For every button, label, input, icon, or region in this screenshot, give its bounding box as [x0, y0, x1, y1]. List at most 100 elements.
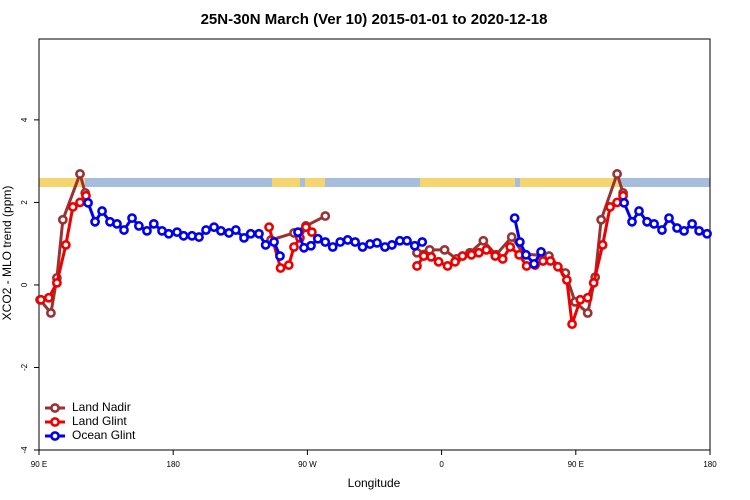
- point: [293, 227, 303, 238]
- point: [442, 261, 453, 271]
- point: [536, 247, 546, 257]
- point: [51, 277, 62, 288]
- land-strip: [305, 178, 325, 187]
- point: [264, 222, 274, 233]
- point: [306, 227, 317, 238]
- point: [509, 213, 520, 223]
- map-strip: [39, 178, 710, 187]
- point: [588, 277, 599, 288]
- point: [612, 169, 623, 179]
- y-tick-label: -4: [20, 446, 29, 454]
- point: [201, 225, 211, 235]
- ocean-strip: [39, 178, 710, 187]
- point: [582, 308, 593, 318]
- legend-label: Land Nadir: [72, 400, 131, 414]
- point: [112, 218, 122, 229]
- point: [230, 225, 241, 235]
- point: [478, 235, 489, 246]
- land-strip: [420, 178, 515, 187]
- point: [335, 237, 346, 247]
- y-tick-label: 4: [20, 117, 29, 122]
- legend-label: Ocean Glint: [72, 428, 136, 442]
- point: [538, 256, 548, 266]
- point: [529, 258, 539, 269]
- point: [596, 214, 607, 225]
- x-tick-label: 180: [703, 460, 717, 469]
- x-axis-label: Longitude: [348, 476, 401, 490]
- point: [561, 275, 572, 285]
- y-tick-label: 2: [20, 200, 29, 205]
- point: [209, 222, 219, 233]
- point: [163, 228, 174, 239]
- point: [521, 261, 532, 271]
- point: [320, 211, 331, 221]
- point: [657, 225, 667, 235]
- point: [457, 251, 468, 261]
- point: [597, 240, 608, 250]
- point: [664, 213, 674, 223]
- point: [567, 319, 577, 330]
- point: [687, 218, 698, 229]
- point: [178, 230, 189, 241]
- legend-label: Land Glint: [72, 414, 127, 428]
- point: [312, 233, 323, 244]
- point: [402, 235, 412, 246]
- point: [283, 260, 294, 271]
- land-strip: [272, 178, 300, 187]
- point: [97, 206, 107, 216]
- land-strip: [39, 178, 85, 187]
- point: [75, 169, 85, 179]
- point: [269, 237, 279, 247]
- x-tick-label: 90 W: [298, 460, 317, 469]
- point: [417, 237, 428, 247]
- point: [605, 202, 615, 212]
- chart-title: 25N-30N March (Ver 10) 2015-01-01 to 202…: [201, 11, 548, 28]
- point: [473, 247, 484, 258]
- legend-marker: [50, 417, 60, 427]
- point: [216, 225, 226, 236]
- point: [702, 228, 712, 239]
- point: [239, 232, 249, 243]
- point: [426, 251, 437, 262]
- point: [67, 202, 78, 212]
- point: [254, 228, 264, 239]
- point: [694, 225, 705, 236]
- point: [301, 222, 311, 233]
- point: [57, 214, 68, 225]
- x-tick-label: 90 E: [568, 460, 584, 469]
- y-tick-label: 0: [20, 282, 29, 287]
- point: [260, 240, 271, 250]
- point: [43, 292, 54, 303]
- point: [412, 261, 422, 271]
- point: [439, 244, 450, 255]
- point: [418, 251, 429, 261]
- point: [342, 235, 353, 245]
- point: [409, 240, 420, 251]
- point: [275, 251, 285, 261]
- x-tick-label: 0: [439, 460, 444, 469]
- point: [142, 225, 152, 236]
- point: [75, 197, 85, 208]
- point: [90, 216, 100, 227]
- point: [357, 242, 368, 252]
- plot-frame: [38, 38, 711, 451]
- point: [679, 225, 689, 236]
- point: [649, 218, 659, 229]
- point: [506, 232, 517, 242]
- point: [119, 225, 129, 235]
- point: [505, 242, 516, 252]
- point: [466, 249, 477, 260]
- point: [306, 240, 316, 251]
- point: [582, 292, 593, 303]
- point: [327, 242, 338, 252]
- point: [521, 249, 531, 260]
- point: [450, 256, 460, 267]
- point: [36, 294, 46, 305]
- point: [575, 294, 586, 305]
- point: [387, 240, 397, 250]
- point: [433, 256, 444, 267]
- land-strip: [520, 178, 620, 187]
